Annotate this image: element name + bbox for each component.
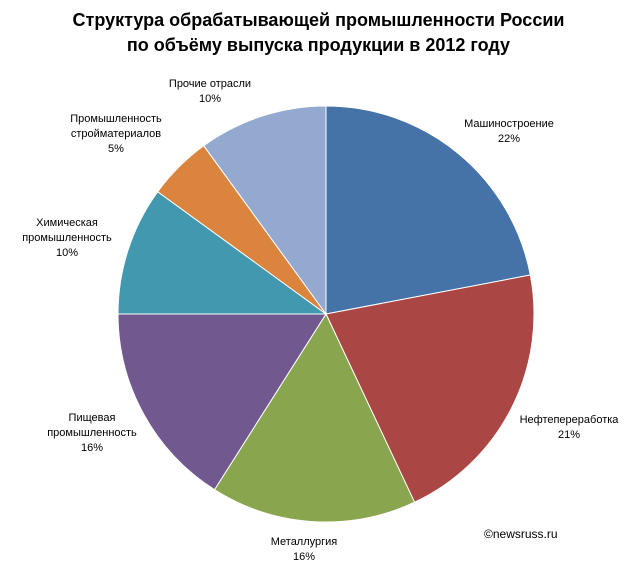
pie-slice-1: [325, 105, 531, 315]
slice-category-label: стройматериалов: [71, 128, 161, 140]
slice-category-label: Пищевая: [69, 412, 116, 424]
slice-category-label: Промышленность: [70, 113, 162, 125]
slice-value-label: 10%: [199, 93, 221, 105]
slice-value-label: 16%: [81, 442, 103, 454]
pie-slice-2: [325, 274, 535, 503]
chart-title: Структура обрабатывающей промышленности …: [0, 8, 637, 58]
slice-category-label: Прочие отрасли: [169, 78, 251, 90]
slice-value-label: 10%: [56, 247, 78, 259]
chart-title-line-1: Структура обрабатывающей промышленности …: [72, 10, 565, 30]
pie-slice-7: [203, 105, 327, 316]
pie-slice-4: [117, 313, 327, 491]
slice-label-2: Нефтепереработка 21%: [520, 414, 620, 441]
pie-slice-5: [117, 191, 328, 315]
slice-label-6: Промышленность стройматериалов 5%: [70, 113, 162, 155]
slice-category-label: Химическая: [36, 217, 98, 229]
slice-category-label: Нефтепереработка: [520, 414, 620, 426]
slice-category-label: Машиностроение: [464, 118, 554, 130]
slice-value-label: 21%: [558, 429, 580, 441]
pie-slice-3: [213, 312, 416, 523]
slice-category-label: промышленность: [22, 232, 112, 244]
slice-label-7: Прочие отрасли 10%: [169, 78, 251, 105]
slice-label-3: Металлургия 16%: [271, 536, 338, 563]
chart-title-line-2: по объёму выпуска продукции в 2012 году: [126, 35, 511, 55]
slice-label-1: Машиностроение 22%: [464, 118, 554, 145]
slice-value-label: 5%: [108, 143, 124, 155]
slice-value-label: 22%: [498, 133, 520, 145]
slice-label-4: Пищевая промышленность 16%: [47, 412, 137, 454]
slice-category-label: промышленность: [47, 427, 137, 439]
slice-value-label: 16%: [293, 551, 315, 563]
slice-category-label: Металлургия: [271, 536, 338, 548]
source-credit: ©newsruss.ru: [484, 527, 558, 541]
slice-label-5: Химическая промышленность 10%: [22, 217, 112, 259]
